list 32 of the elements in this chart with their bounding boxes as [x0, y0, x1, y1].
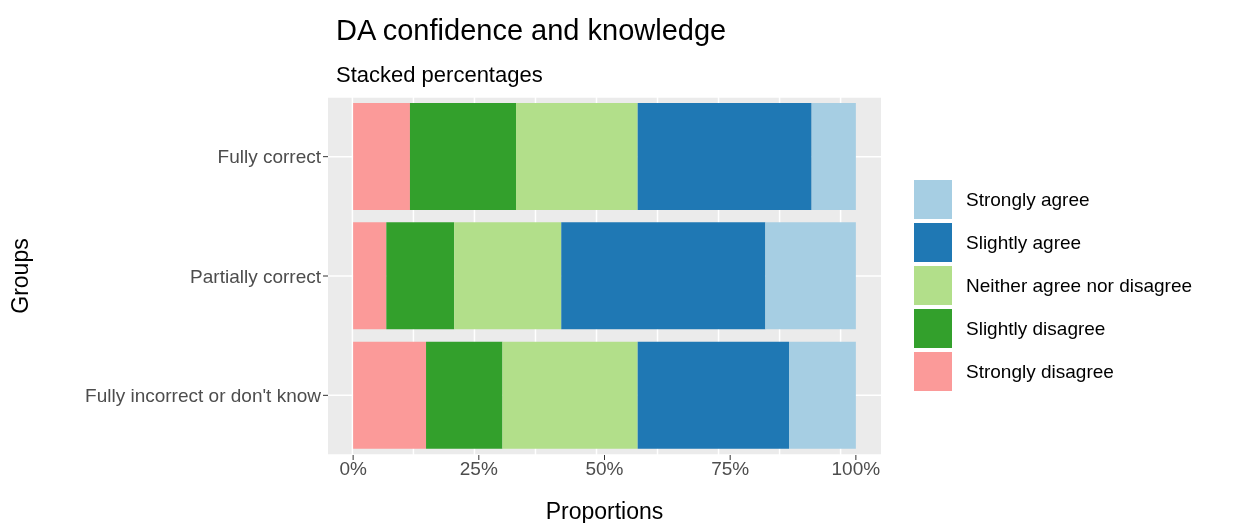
x-axis-title: Proportions — [545, 498, 664, 523]
bar — [454, 222, 562, 330]
bar — [811, 102, 856, 210]
bar — [353, 222, 387, 330]
bar — [353, 102, 410, 210]
x-tick-label: 75% — [711, 458, 750, 480]
bar — [426, 341, 503, 449]
y-tick-label: Fully incorrect or don't know — [85, 385, 322, 407]
chart-title: DA confidence and knowledge — [336, 14, 727, 47]
bar — [765, 222, 856, 330]
legend-label: Slightly disagree — [966, 317, 1106, 340]
legend-label: Strongly agree — [966, 188, 1090, 211]
bar — [409, 102, 517, 210]
y-tick-label: Fully correct — [217, 146, 322, 168]
bar — [516, 102, 638, 210]
y-axis-title: Groups — [7, 238, 34, 314]
legend-label: Slightly agree — [966, 231, 1082, 254]
x-tick-label: 50% — [585, 458, 624, 480]
y-tick-label: Partially correct — [190, 265, 322, 287]
bar — [637, 341, 789, 449]
x-tick-label: 100% — [831, 458, 881, 480]
bar — [637, 102, 812, 210]
chart-subtitle: Stacked percentages — [336, 62, 543, 88]
legend-label: Neither agree nor disagree — [966, 274, 1193, 297]
bar — [502, 341, 638, 449]
bar — [353, 341, 427, 449]
bar — [561, 222, 766, 330]
bar — [789, 341, 856, 449]
legend-label: Strongly disagree — [966, 360, 1114, 383]
x-tick-label: 25% — [459, 458, 498, 480]
bar — [386, 222, 455, 330]
x-tick-label: 0% — [339, 458, 367, 480]
